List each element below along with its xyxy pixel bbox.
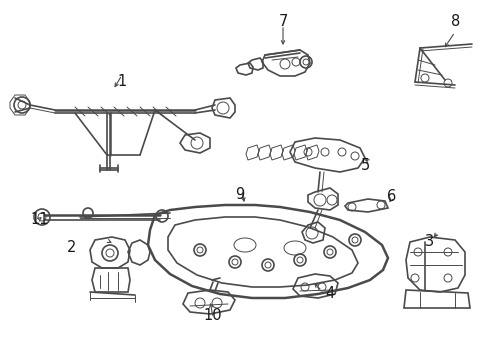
Text: 7: 7 [278, 14, 287, 30]
Text: 3: 3 [425, 234, 434, 249]
Text: 9: 9 [235, 188, 244, 202]
Text: 1: 1 [117, 75, 126, 90]
Text: 2: 2 [67, 239, 77, 255]
Text: 10: 10 [203, 309, 222, 324]
Text: 6: 6 [386, 189, 396, 204]
Text: 5: 5 [360, 158, 369, 174]
Text: 4: 4 [325, 285, 334, 301]
Text: 8: 8 [450, 14, 460, 30]
Text: 11: 11 [31, 212, 49, 228]
